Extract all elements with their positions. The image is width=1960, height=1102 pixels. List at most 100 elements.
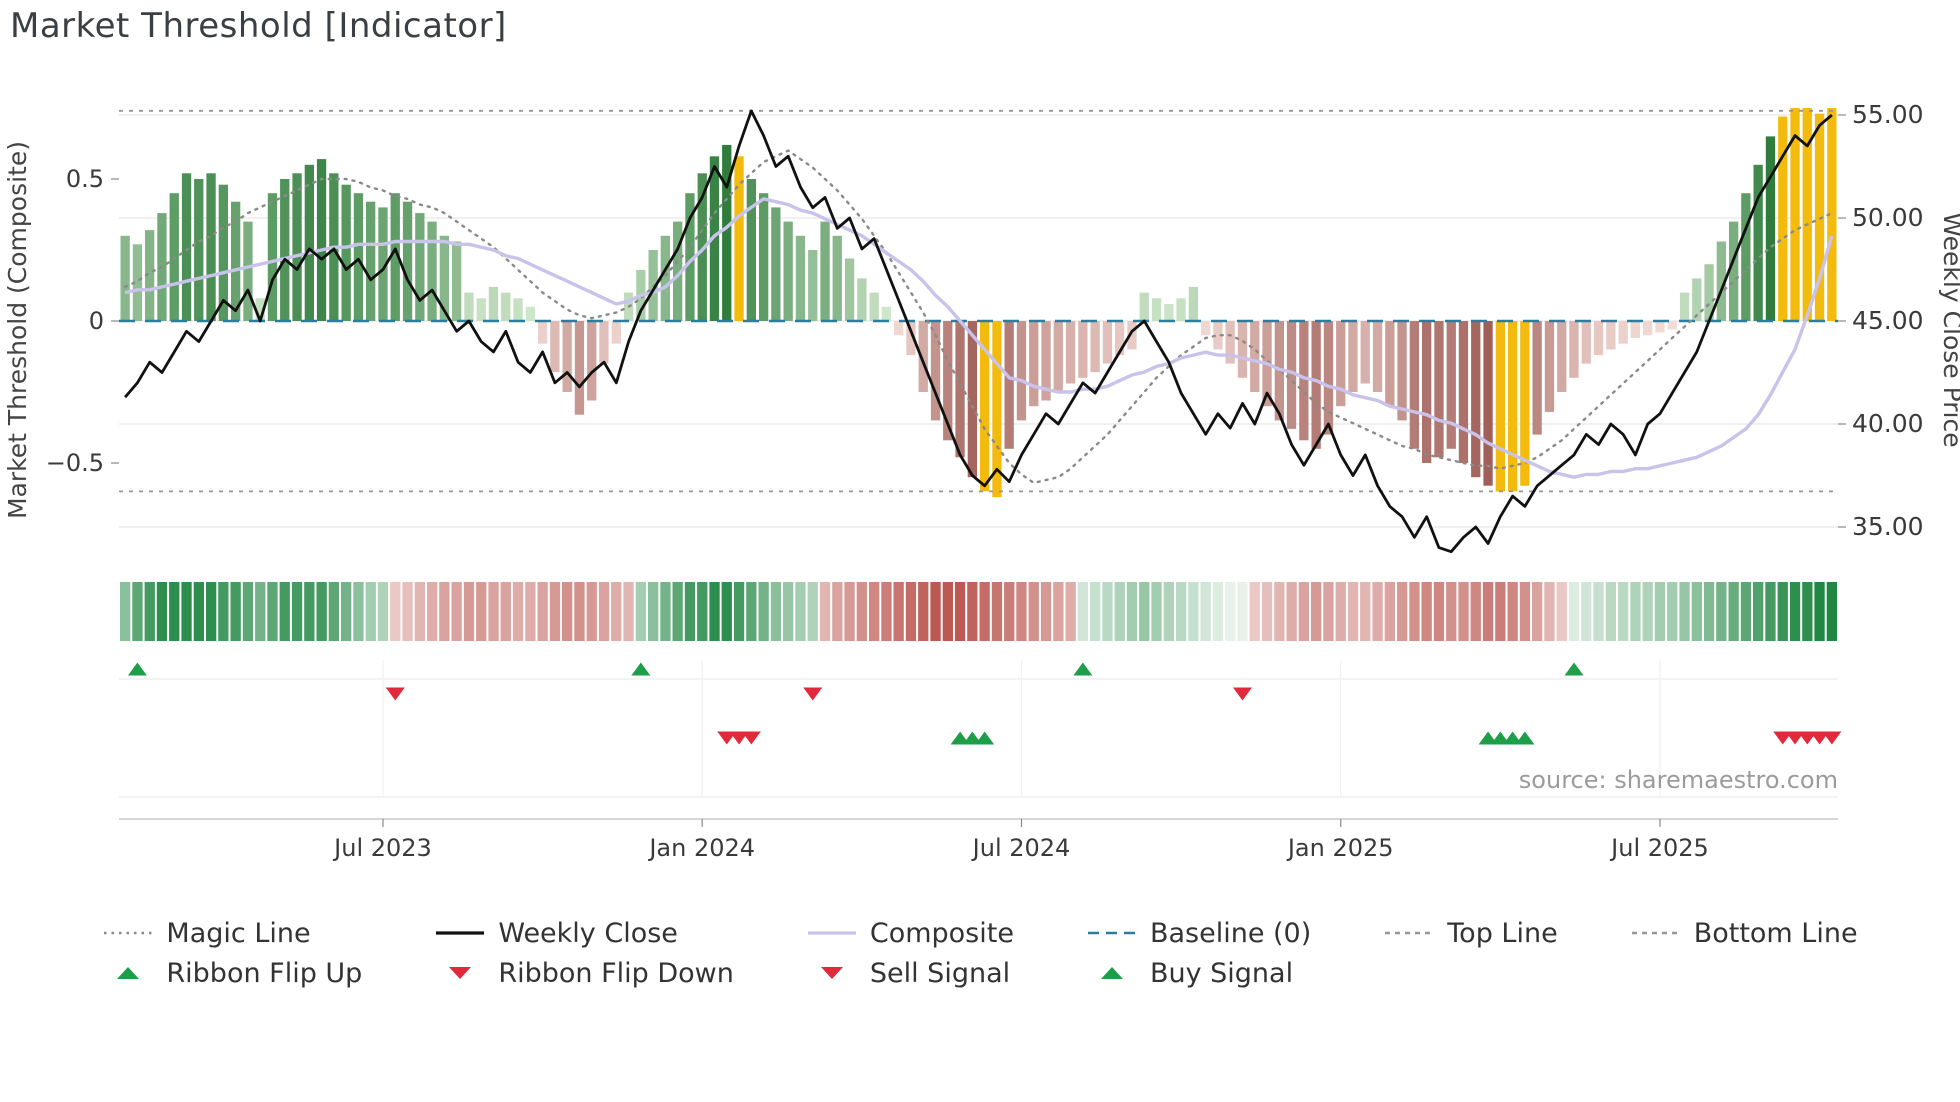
ribbon-cell bbox=[672, 582, 683, 641]
threshold-bar bbox=[1765, 136, 1776, 321]
legend-label: Sell Signal bbox=[869, 957, 1011, 989]
buy-signal-marker bbox=[1490, 731, 1510, 745]
ribbon-cell bbox=[169, 582, 180, 641]
threshold-bar bbox=[1078, 321, 1088, 378]
ribbon-cell bbox=[1028, 582, 1039, 641]
threshold-bar bbox=[1385, 321, 1395, 407]
right-tick-label: 40.00 bbox=[1852, 409, 1924, 438]
ribbon-cell bbox=[1691, 582, 1702, 641]
ribbon-cell bbox=[733, 582, 745, 641]
threshold-bar bbox=[1581, 321, 1591, 364]
ribbon-cell bbox=[427, 582, 438, 641]
ribbon-cell bbox=[206, 582, 217, 641]
sell-signal-marker bbox=[1810, 731, 1830, 745]
threshold-bar bbox=[341, 184, 351, 321]
legend-label: Baseline (0) bbox=[1149, 917, 1312, 949]
threshold-bar bbox=[1188, 286, 1198, 321]
ribbon-cell bbox=[230, 582, 241, 641]
threshold-bar bbox=[1323, 321, 1334, 435]
buy-signal-marker bbox=[962, 731, 982, 745]
composite-bars bbox=[120, 108, 1837, 498]
threshold-bar bbox=[967, 321, 977, 478]
threshold-bar bbox=[1250, 321, 1260, 392]
legend: Magic Line Ribbon Flip Up Weekly Close Ribb… bbox=[0, 917, 1960, 989]
threshold-bar bbox=[353, 193, 364, 321]
threshold-bar bbox=[1692, 278, 1702, 321]
threshold-bar bbox=[1458, 321, 1469, 463]
ribbon-cell bbox=[1544, 582, 1555, 641]
ribbon-cell bbox=[341, 582, 352, 641]
legend-line-sample bbox=[436, 931, 485, 935]
threshold-bar bbox=[795, 235, 806, 321]
threshold-bar bbox=[525, 306, 535, 321]
legend-label: Ribbon Flip Down bbox=[498, 957, 734, 989]
sell-signal-marker bbox=[1797, 731, 1817, 745]
legend-label: Bottom Line bbox=[1693, 917, 1858, 949]
threshold-bar bbox=[452, 241, 462, 321]
ribbon-cell bbox=[1286, 582, 1297, 641]
threshold-bar bbox=[1593, 321, 1604, 356]
threshold-bar bbox=[1041, 321, 1051, 401]
ribbon-cell bbox=[746, 582, 757, 641]
threshold-bar bbox=[1544, 321, 1555, 412]
threshold-bar bbox=[1237, 321, 1248, 378]
threshold-bar bbox=[390, 193, 400, 321]
ribbon-cell bbox=[1188, 582, 1199, 641]
legend-label: Buy Signal bbox=[1149, 957, 1294, 989]
threshold-bar bbox=[1065, 321, 1076, 384]
threshold-bar bbox=[231, 201, 241, 321]
threshold-bar bbox=[488, 286, 499, 321]
ribbon-cell bbox=[242, 582, 254, 641]
ribbon-cell bbox=[402, 582, 413, 641]
legend-line-sample bbox=[104, 931, 153, 935]
magic-line bbox=[123, 149, 1834, 485]
ribbon-cell bbox=[1556, 582, 1567, 641]
threshold-bar bbox=[1741, 193, 1751, 321]
x-tick-label: Jan 2024 bbox=[647, 834, 755, 862]
signal-markers bbox=[119, 660, 1842, 820]
legend-column: Weekly Close Ribbon Flip Down bbox=[434, 918, 734, 989]
threshold-bar bbox=[501, 292, 511, 321]
ribbon-cell bbox=[1605, 582, 1616, 641]
legend-label: Ribbon Flip Up bbox=[166, 957, 363, 989]
ribbon-cell bbox=[991, 582, 1003, 641]
threshold-bar bbox=[218, 184, 228, 321]
threshold-bar bbox=[132, 244, 143, 321]
ribbon-cell bbox=[1495, 582, 1506, 641]
threshold-bar bbox=[1016, 321, 1027, 421]
ribbon-cell bbox=[1237, 582, 1248, 641]
ribbon-cell bbox=[1077, 582, 1088, 641]
ribbon-cell bbox=[1642, 582, 1653, 641]
threshold-bar bbox=[1557, 321, 1567, 392]
ribbon-cell bbox=[1716, 582, 1727, 641]
buy-signal-marker bbox=[975, 731, 995, 745]
threshold-bar bbox=[1606, 321, 1616, 350]
threshold-bar bbox=[1397, 321, 1407, 421]
legend-item: Ribbon Flip Up bbox=[102, 957, 363, 989]
threshold-bar bbox=[1213, 321, 1223, 350]
ribbon-cell bbox=[1126, 582, 1138, 641]
ribbon-cell bbox=[648, 582, 659, 641]
threshold-bar bbox=[1115, 321, 1125, 356]
legend-line-sample bbox=[1385, 931, 1434, 935]
legend-label: Magic Line bbox=[166, 917, 311, 949]
ribbon-cell bbox=[439, 582, 450, 641]
threshold-bar bbox=[194, 179, 204, 321]
threshold-bar bbox=[599, 321, 609, 364]
threshold-bar bbox=[304, 164, 314, 321]
threshold-bar bbox=[1667, 321, 1677, 330]
threshold-bar bbox=[415, 213, 425, 321]
ribbon-cell bbox=[574, 582, 585, 641]
threshold-bar bbox=[1053, 321, 1063, 392]
ribbon-cell bbox=[1446, 582, 1457, 641]
ribbon-cell bbox=[1593, 582, 1604, 641]
ribbon-cell bbox=[1618, 582, 1629, 641]
right-axis-title: Weekly Close Price bbox=[1938, 212, 1960, 447]
ribbon-cell bbox=[586, 582, 597, 641]
threshold-bar bbox=[402, 201, 413, 321]
buy-signal-marker bbox=[1515, 731, 1535, 745]
ribbon-cell bbox=[1212, 582, 1224, 641]
threshold-bar bbox=[1090, 321, 1100, 373]
legend-column: Composite Sell Signal bbox=[806, 918, 1014, 989]
ribbon-cell bbox=[905, 582, 917, 641]
